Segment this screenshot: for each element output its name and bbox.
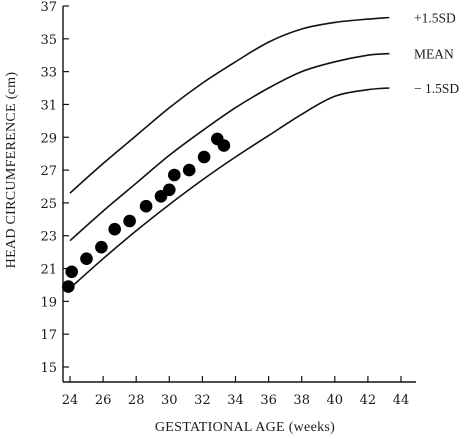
axes bbox=[62, 6, 416, 383]
data-point bbox=[139, 199, 153, 213]
y-tick-label: 35 bbox=[40, 33, 57, 48]
y-tick-label: 29 bbox=[40, 131, 57, 146]
curve-label: − 1.5SD bbox=[414, 81, 459, 96]
data-points bbox=[62, 132, 231, 293]
x-tick-label: 44 bbox=[393, 393, 410, 408]
x-tick-label: 42 bbox=[360, 393, 377, 408]
y-ticks: 15 17 19 21 23 25 27 29 31 33 35 37 bbox=[40, 0, 69, 376]
x-tick-label: 34 bbox=[227, 393, 244, 408]
data-point bbox=[197, 150, 211, 164]
curve-mean bbox=[69, 52, 390, 242]
y-tick-label: 17 bbox=[40, 328, 57, 343]
curve-1-5sd bbox=[69, 87, 390, 289]
reference-curves bbox=[69, 16, 390, 289]
data-point bbox=[80, 252, 93, 265]
y-tick-label: 33 bbox=[40, 66, 57, 81]
data-point bbox=[65, 265, 78, 279]
x-tick-label: 38 bbox=[293, 393, 310, 408]
data-point bbox=[168, 168, 181, 182]
x-tick-label: 32 bbox=[194, 393, 211, 408]
y-tick-label: 19 bbox=[40, 295, 57, 310]
x-tick-label: 36 bbox=[260, 393, 277, 408]
x-tick-label: 28 bbox=[128, 393, 145, 408]
y-tick-label: 23 bbox=[40, 230, 57, 245]
curve-label: +1.5SD bbox=[414, 10, 456, 25]
x-ticks: 24 26 28 30 32 34 36 38 40 42 44 bbox=[62, 376, 410, 408]
curve-labels: +1.5SD MEAN − 1.5SD bbox=[414, 10, 459, 96]
y-tick-label: 37 bbox=[40, 0, 57, 15]
x-tick-label: 26 bbox=[95, 393, 112, 408]
curve-1-5sd bbox=[69, 16, 390, 194]
data-point bbox=[123, 214, 136, 228]
y-tick-label: 25 bbox=[40, 197, 57, 212]
x-tick-label: 30 bbox=[161, 393, 178, 408]
y-tick-label: 27 bbox=[40, 164, 57, 179]
data-point bbox=[95, 240, 108, 254]
y-axis-title: HEAD CIRCUMFERENCE (cm) bbox=[4, 72, 19, 269]
x-axis-title: GESTATIONAL AGE (weeks) bbox=[155, 420, 335, 435]
data-point bbox=[62, 280, 75, 293]
x-tick-label: 40 bbox=[327, 393, 344, 408]
y-tick-label: 31 bbox=[40, 98, 57, 113]
data-point bbox=[108, 222, 121, 236]
y-tick-label: 21 bbox=[40, 263, 57, 278]
data-point bbox=[182, 163, 196, 177]
y-tick-label: 15 bbox=[40, 361, 57, 376]
curve-label: MEAN bbox=[414, 47, 454, 62]
data-point bbox=[163, 183, 176, 197]
x-tick-label: 24 bbox=[62, 393, 79, 408]
data-point bbox=[217, 139, 231, 152]
